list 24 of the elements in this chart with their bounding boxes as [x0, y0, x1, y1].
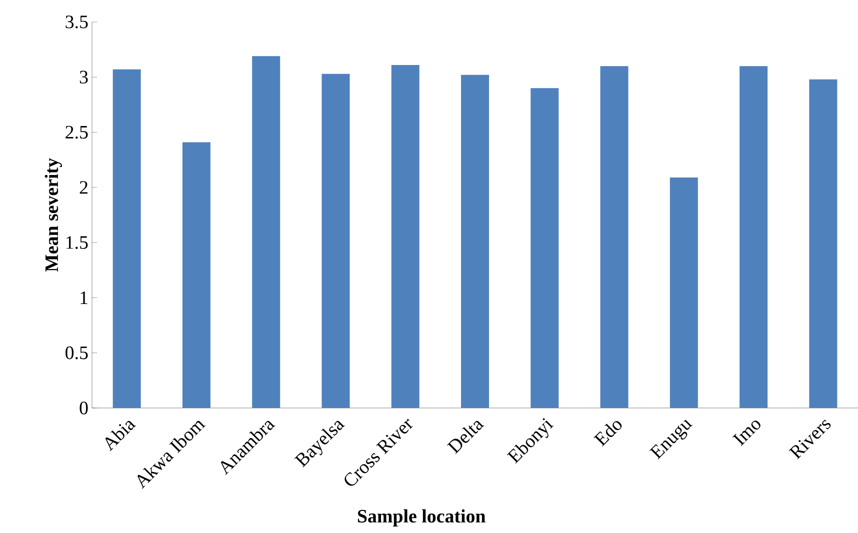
y-tick-label: 0.5 — [66, 346, 88, 360]
bar — [112, 69, 141, 408]
y-tick-label: 3.5 — [66, 16, 88, 28]
bar — [461, 74, 490, 408]
y-tick-label: 2 — [80, 181, 88, 194]
bar — [322, 74, 350, 408]
x-tick-label: Abia — [105, 420, 136, 452]
bar — [530, 88, 559, 408]
x-axis-title: Sample location — [358, 509, 486, 526]
x-tick-label: Imo — [732, 420, 760, 446]
y-tick-label: 3 — [80, 70, 88, 84]
y-axis-title: Mean severity — [44, 158, 62, 272]
y-tick-label: 2.5 — [66, 126, 88, 139]
bar — [391, 65, 420, 408]
bar — [809, 79, 838, 408]
x-tick-label: Edo — [594, 421, 622, 447]
bar — [740, 66, 768, 408]
y-tick-label: 1.5 — [66, 236, 88, 249]
bar — [182, 142, 210, 408]
bar — [252, 56, 280, 408]
y-tick-label: 0 — [80, 402, 88, 414]
y-tick-label: 1 — [80, 291, 88, 304]
bar — [600, 66, 628, 408]
bar — [670, 177, 698, 408]
